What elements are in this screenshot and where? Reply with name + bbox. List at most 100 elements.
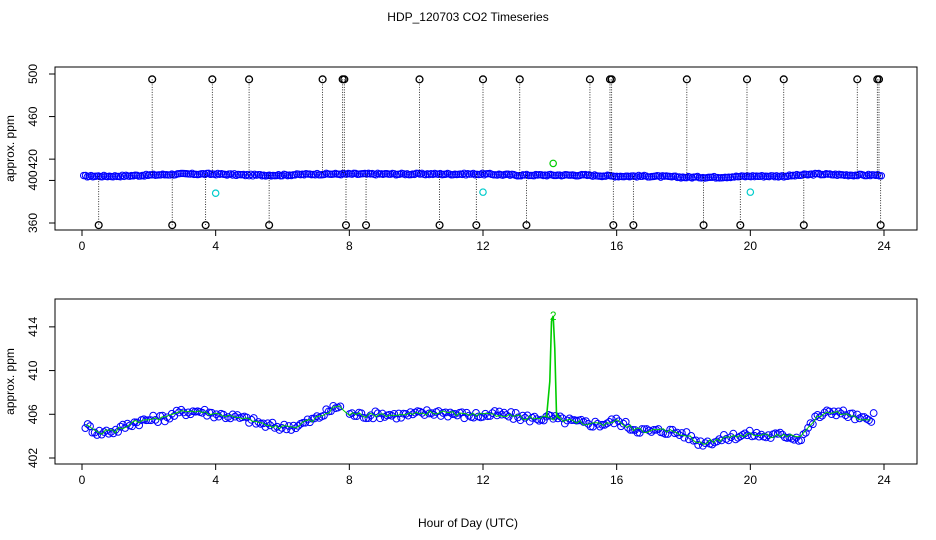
data-point xyxy=(274,171,283,179)
data-point xyxy=(227,170,235,178)
low-outlier-point xyxy=(699,221,708,230)
x-tick-label: 0 xyxy=(79,239,86,253)
low-outlier-point xyxy=(361,221,371,230)
high-outlier-point xyxy=(607,75,616,84)
data-point xyxy=(116,422,125,431)
data-point xyxy=(211,189,220,198)
data-point xyxy=(212,171,220,179)
data-point xyxy=(488,409,497,417)
data-point xyxy=(175,408,183,417)
bottom-panel: 0 4 8 12 16 20 24 402 406 410 414 approx. ppm 2 xyxy=(3,298,918,487)
data-point xyxy=(444,412,452,421)
data-point xyxy=(693,172,702,181)
data-point xyxy=(479,188,487,196)
data-point xyxy=(226,414,235,423)
spike-line xyxy=(545,315,561,420)
data-point xyxy=(834,407,843,416)
data-point xyxy=(247,415,256,424)
x-tick-label: 24 xyxy=(877,473,891,487)
data-point xyxy=(390,409,399,418)
data-point xyxy=(586,422,595,431)
y-axis-label: approx. ppm xyxy=(3,348,17,415)
data-point xyxy=(172,406,181,415)
data-point xyxy=(612,414,621,423)
data-point xyxy=(657,173,665,181)
x-tick-label: 12 xyxy=(476,239,490,253)
data-point xyxy=(677,429,686,437)
data-point xyxy=(373,409,382,418)
data-point xyxy=(420,411,429,419)
data-point xyxy=(121,424,130,432)
high-outlier-point xyxy=(515,75,524,84)
x-tick-label: 20 xyxy=(744,239,758,253)
data-point xyxy=(243,170,251,179)
high-outlier-point xyxy=(779,75,788,84)
high-outlier-point xyxy=(682,75,691,84)
data-point xyxy=(476,170,485,178)
high-outlier-point xyxy=(742,75,752,84)
high-outlier-point xyxy=(415,75,424,84)
data-point xyxy=(81,171,90,180)
data-point xyxy=(436,169,444,178)
data-point xyxy=(869,409,878,417)
data-point xyxy=(853,410,862,419)
data-point xyxy=(598,420,607,429)
data-point xyxy=(551,412,560,420)
y-axis-label: approx. ppm xyxy=(3,115,17,182)
data-point xyxy=(87,171,95,180)
data-point xyxy=(862,171,871,180)
low-outlier-point xyxy=(168,221,177,230)
data-point xyxy=(249,172,257,180)
data-point xyxy=(188,169,196,177)
data-point xyxy=(372,171,380,179)
low-outlier-point xyxy=(472,221,481,230)
data-point xyxy=(478,169,487,177)
low-outlier-point xyxy=(201,221,210,230)
data-point xyxy=(655,172,663,180)
x-tick-label: 16 xyxy=(610,239,624,253)
low-outlier-point xyxy=(522,221,531,230)
data-point xyxy=(877,172,886,180)
data-point xyxy=(776,428,784,437)
high-outlier-point xyxy=(853,75,862,84)
low-outlier-point xyxy=(609,221,618,230)
data-point xyxy=(682,428,691,436)
data-point xyxy=(120,172,128,181)
x-tick-label: 16 xyxy=(610,473,624,487)
x-tick-label: 24 xyxy=(877,239,891,253)
low-outlier-point xyxy=(94,221,103,230)
data-point xyxy=(254,418,263,426)
high-outlier-point xyxy=(340,75,349,84)
data-point xyxy=(289,421,298,430)
low-outlier-point xyxy=(435,221,444,230)
data-point xyxy=(827,410,836,419)
data-point xyxy=(462,171,470,179)
data-point xyxy=(228,171,237,179)
y-tick-label: 460 xyxy=(26,106,40,126)
y-tick-label: 500 xyxy=(26,64,40,84)
data-point xyxy=(490,407,499,415)
data-point xyxy=(619,419,628,428)
y-tick-label: 400 xyxy=(26,170,40,190)
y-tick-label: 360 xyxy=(26,213,40,233)
data-point xyxy=(766,434,775,442)
data-point xyxy=(376,414,384,423)
plot-frame xyxy=(54,66,918,231)
data-point xyxy=(469,169,478,178)
data-point xyxy=(261,423,270,431)
y-tick-label: 410 xyxy=(26,360,40,380)
low-outlier-point xyxy=(629,221,638,230)
data-point xyxy=(140,172,149,180)
data-point xyxy=(247,170,255,179)
x-tick-label: 4 xyxy=(212,473,219,487)
low-outlier-point xyxy=(799,221,808,230)
x-tick-label: 8 xyxy=(346,239,353,253)
series-line xyxy=(85,405,871,445)
data-point xyxy=(565,414,574,423)
data-point xyxy=(320,170,329,179)
data-point xyxy=(873,170,882,179)
high-outlier-point xyxy=(318,75,327,84)
data-point xyxy=(410,170,419,179)
data-point xyxy=(177,405,186,414)
